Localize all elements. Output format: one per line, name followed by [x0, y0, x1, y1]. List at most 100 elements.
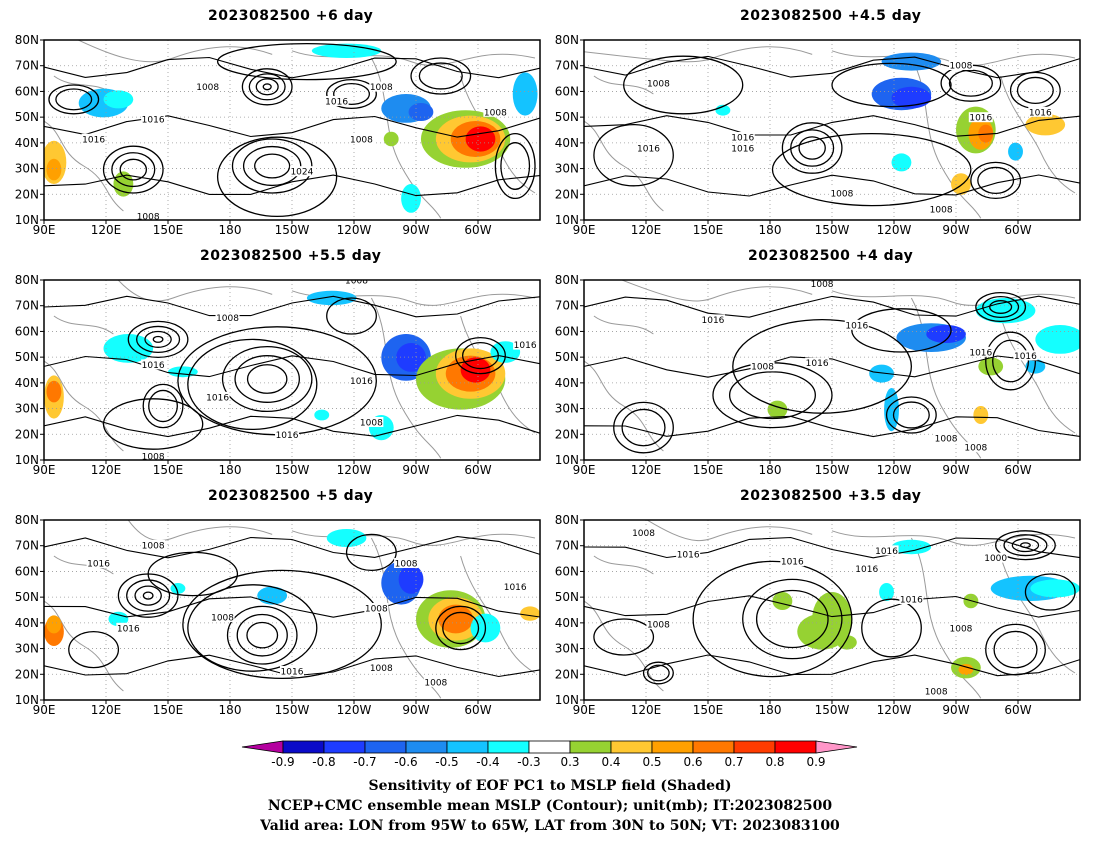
mslp-contour: [692, 560, 853, 678]
mslp-contour: [248, 73, 286, 101]
lon-tick-label: 150W: [275, 703, 310, 717]
contour-label: 1008: [950, 624, 973, 634]
lat-tick-label: 30N: [555, 162, 579, 176]
colorbar-tick-label: -0.4: [476, 755, 499, 769]
coastline: [44, 120, 124, 212]
contour-label-bg: [730, 132, 755, 142]
sensitivity-shading: [257, 586, 288, 605]
mslp-contour: [781, 122, 843, 174]
contour-label: 1016: [781, 558, 804, 568]
coastline: [127, 520, 273, 542]
mslp-contour: [44, 414, 540, 438]
lon-tick-label: 90E: [33, 223, 56, 237]
lon-tick-label: 150W: [275, 223, 310, 237]
mslp-contour: [613, 401, 674, 454]
contour-label-bg: [513, 339, 538, 350]
lon-tick-label: 180: [759, 223, 782, 237]
colorbar-swatch: [446, 740, 489, 754]
colorbar-arrow-right: [815, 740, 858, 754]
contour-label-bg: [646, 619, 671, 630]
lat-tick-label: 50N: [555, 590, 579, 604]
contour-label-bg: [205, 391, 230, 402]
colorbar-tick-label: 0.5: [642, 755, 661, 769]
mslp-contour: [623, 55, 744, 115]
contour-label-bg: [364, 603, 389, 613]
lat-tick-label: 60N: [15, 564, 39, 578]
coastline: [370, 297, 442, 459]
mslp-contour: [584, 415, 1080, 438]
contour-label: 1008: [811, 280, 834, 290]
sensitivity-shading: [383, 131, 399, 147]
lat-tick-label: 20N: [15, 427, 39, 441]
contour-label: 1008: [925, 687, 948, 697]
lon-tick-label: 120E: [631, 703, 662, 717]
colorbar-swatch: [692, 740, 735, 754]
lat-tick-label: 60N: [555, 84, 579, 98]
mslp-contour: [584, 174, 1080, 197]
lon-tick-label: 120W: [337, 463, 372, 477]
sensitivity-shading: [1008, 142, 1023, 161]
panel-title-mid-right: 2023082500 +4 day: [748, 248, 914, 264]
contour-label: 1008: [964, 444, 987, 454]
contour-label-bg: [344, 280, 369, 285]
contour-label-bg: [805, 357, 830, 368]
mslp-contour: [262, 83, 272, 91]
colorbar-swatch: [610, 740, 653, 754]
lon-tick-label: 90E: [33, 463, 56, 477]
sensitivity-shading: [520, 606, 540, 621]
coastline: [910, 537, 982, 699]
contour-label-bg: [948, 622, 973, 633]
mslp-contour: [418, 62, 463, 90]
contour-label-bg: [369, 662, 394, 673]
contour-label: 1008: [142, 542, 165, 552]
mslp-contour: [435, 605, 487, 651]
lat-tick-label: 30N: [15, 402, 39, 416]
lon-tick-label: 90W: [942, 463, 969, 477]
lat-tick-label: 10N: [555, 453, 579, 467]
sensitivity-shading: [978, 124, 994, 143]
mslp-contour: [584, 654, 1080, 677]
lat-tick-label: 40N: [555, 616, 579, 630]
coastline: [584, 46, 813, 63]
contour-label: 1008: [211, 614, 234, 624]
mslp-contour: [885, 396, 937, 434]
sensitivity-shading: [958, 664, 974, 675]
lat-tick-label: 40N: [15, 136, 39, 150]
contour-label: 1008: [751, 363, 774, 373]
contour-label-bg: [275, 429, 300, 440]
mslp-contour: [455, 336, 506, 375]
contour-label: 1008: [345, 276, 368, 286]
mslp-contour: [593, 123, 674, 187]
contour-label: 1008: [137, 213, 160, 223]
mslp-contour: [993, 630, 1038, 669]
lat-tick-label: 60N: [555, 564, 579, 578]
lon-tick-label: 90E: [573, 703, 596, 717]
lat-tick-label: 20N: [15, 667, 39, 681]
lat-tick-label: 50N: [15, 590, 39, 604]
contour-label: 1008: [424, 678, 447, 688]
mslp-contour: [44, 536, 540, 559]
contour-label: 1016: [504, 583, 527, 593]
contour-label-bg: [483, 106, 508, 117]
mslp-contour: [584, 595, 1080, 618]
mslp-contour: [593, 618, 655, 656]
mslp-contour: [68, 630, 120, 669]
contour-label-bg: [116, 622, 141, 633]
lat-tick-label: 10N: [555, 693, 579, 707]
mslp-contour: [246, 364, 288, 394]
mslp-contour: [246, 621, 279, 649]
sensitivity-shading: [926, 325, 966, 343]
contour-label-bg: [369, 81, 394, 92]
contour-label: 1008: [350, 135, 373, 145]
contour-label: 1008: [935, 435, 958, 445]
contour-label-bg: [929, 204, 954, 214]
contour-label: 1008: [830, 189, 853, 199]
lat-tick-label: 20N: [15, 187, 39, 201]
contour-label-bg: [631, 527, 656, 538]
contour-label: 1016: [281, 668, 304, 678]
lon-tick-label: 60W: [1004, 703, 1031, 717]
lat-tick-label: 40N: [15, 376, 39, 390]
lon-tick-label: 120E: [91, 703, 122, 717]
map-panel-bot-right: 1008 1016 1016 1008 1016 1000 1016 1016 1008 1008…: [555, 513, 1081, 717]
contour-label-bg: [636, 142, 661, 153]
